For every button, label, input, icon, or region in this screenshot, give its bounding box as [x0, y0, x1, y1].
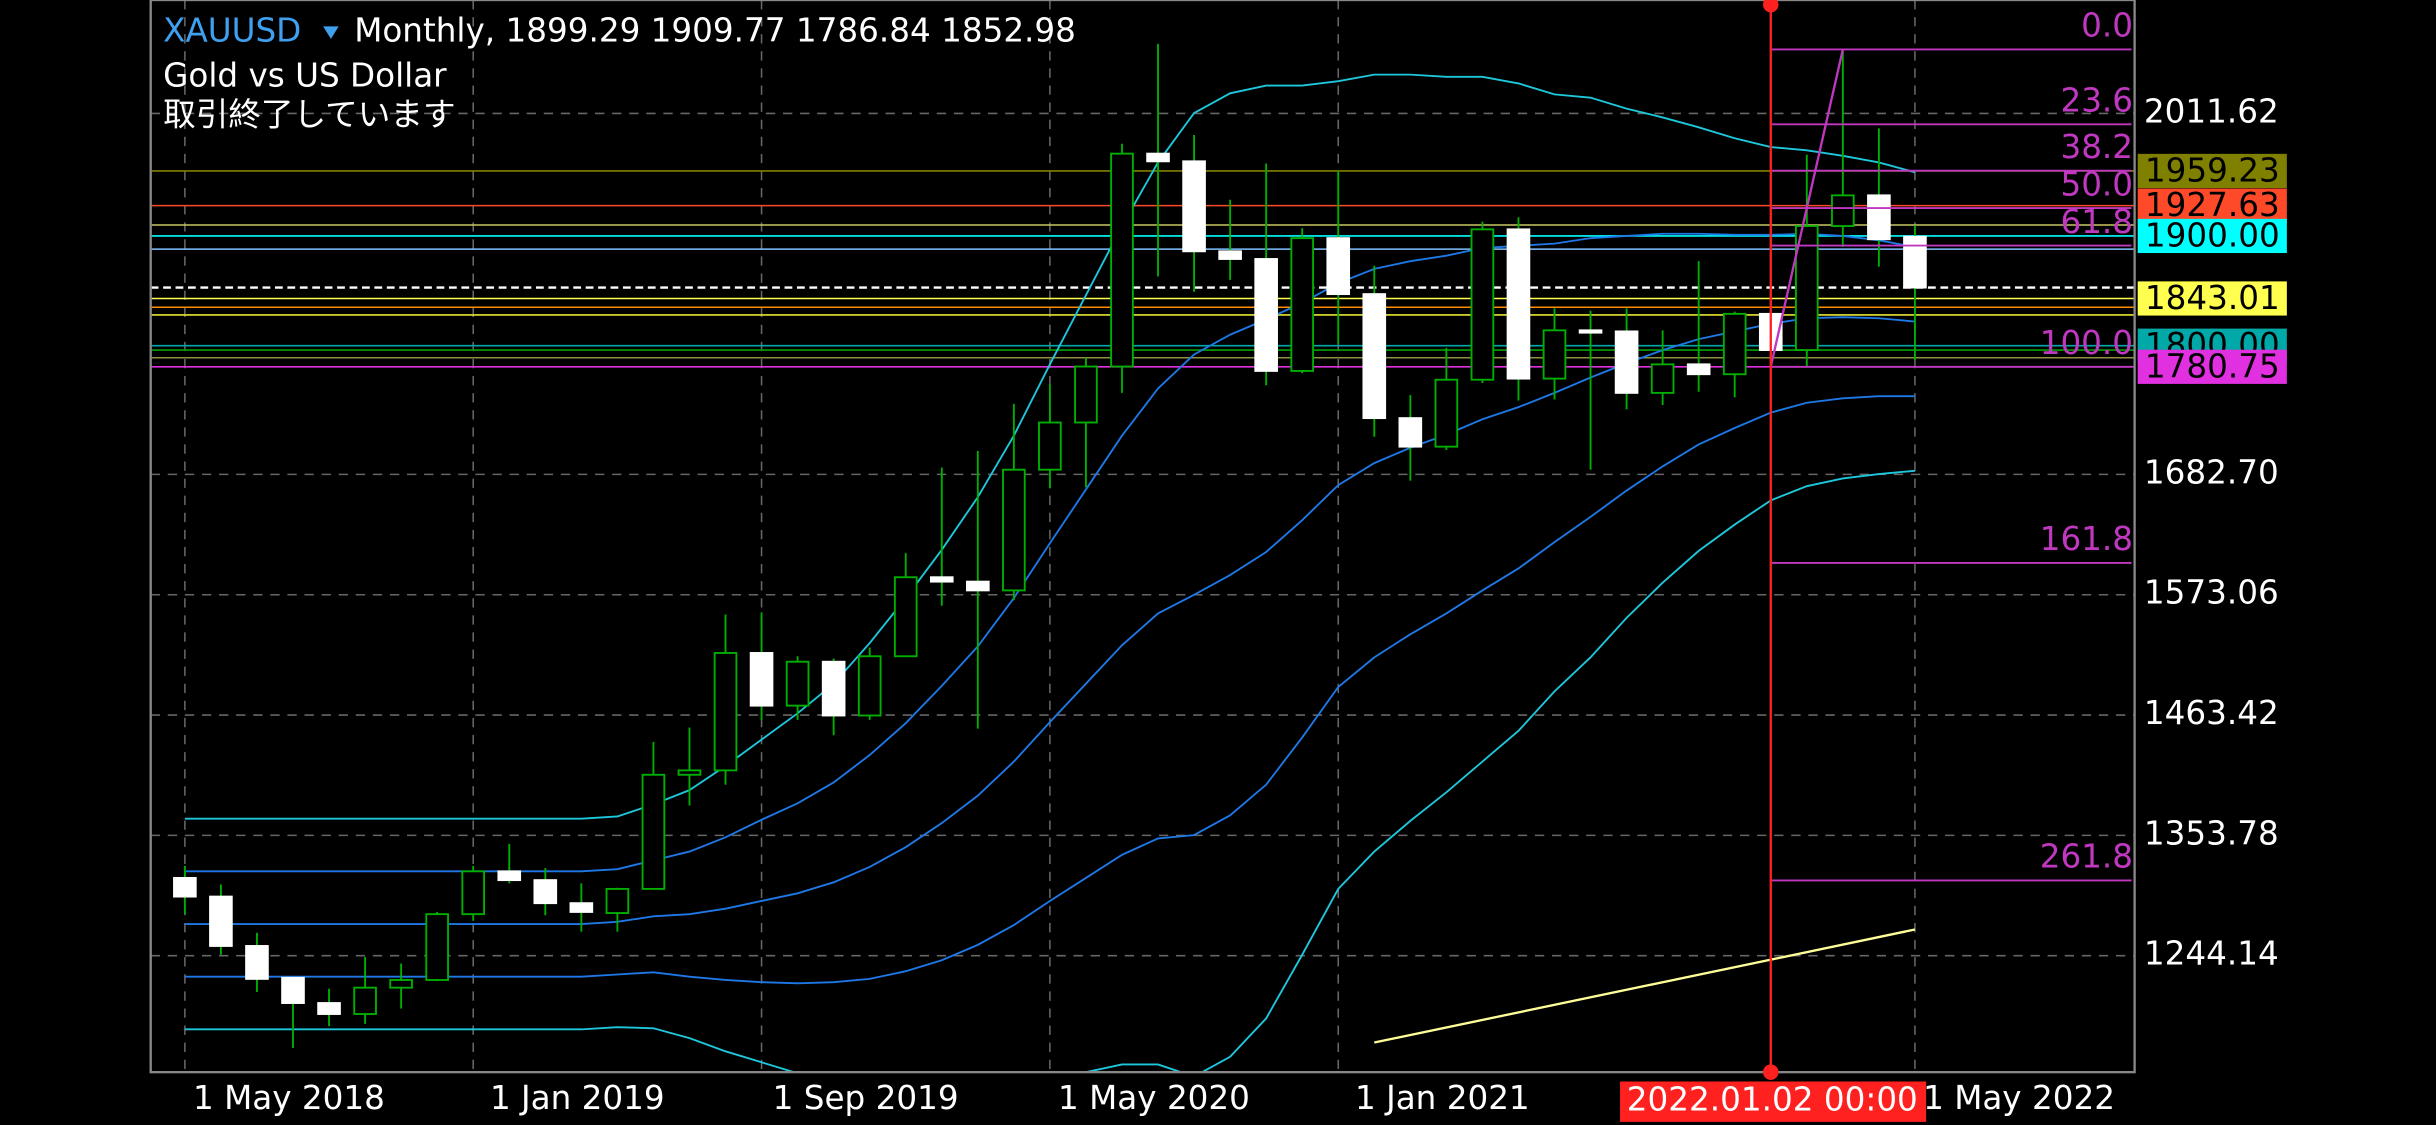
price-level-tag	[2137, 281, 2287, 316]
candle-body	[1650, 363, 1675, 394]
candle-body	[353, 986, 377, 1015]
candle-body	[1002, 468, 1026, 592]
candle-body	[641, 773, 666, 890]
candle-body	[1146, 152, 1170, 163]
plot-frame	[149, 0, 2136, 1074]
indicator-band	[184, 469, 1916, 1073]
fib-level-label: 50.0	[2060, 165, 2133, 203]
fib-level-label: 38.2	[2060, 128, 2133, 166]
x-tick-label: 1 Jan 2019	[490, 1079, 665, 1117]
plot-area: 0.0 23.6 38.250.061.8 100.0 161.8 261.8	[150, 0, 2135, 1073]
candle-body	[1686, 363, 1711, 376]
fib-level-label: 23.6	[2060, 82, 2133, 120]
candle-body	[1470, 228, 1495, 381]
candle-body	[713, 652, 738, 772]
y-tick-label: 2011.62	[2144, 92, 2279, 130]
candle-body	[749, 652, 774, 707]
candle-body	[893, 576, 918, 658]
y-tick-label: 1353.78	[2144, 814, 2279, 852]
trendline	[1374, 928, 1916, 1044]
y-tick-label: 1244.14	[2144, 935, 2279, 973]
candle-body	[1434, 378, 1459, 448]
candle-body	[1506, 228, 1531, 380]
candle-body	[461, 870, 486, 916]
candle-body	[425, 913, 449, 981]
candle-body	[1794, 225, 1819, 352]
candle-body	[1326, 237, 1351, 296]
candle-body	[1578, 329, 1603, 334]
y-tick-label: 1573.06	[2144, 574, 2279, 612]
candle-body	[245, 945, 269, 980]
candle-body	[1038, 421, 1062, 471]
candle-body	[1614, 330, 1639, 394]
candle-body	[1218, 250, 1242, 260]
fib-level-label: 161.8	[2040, 520, 2133, 558]
candle-body	[389, 979, 413, 989]
x-tick-label: 1 May 2020	[1058, 1079, 1250, 1117]
price-level-tag	[2137, 188, 2287, 223]
fib-level-label: 61.8	[2060, 203, 2133, 241]
price-level-label: 1927.63	[2145, 186, 2280, 224]
candle-body	[1110, 152, 1134, 368]
candle-body	[1398, 417, 1423, 448]
indicator-band	[184, 395, 1915, 985]
candle-body	[1903, 235, 1927, 289]
candle-body	[1867, 194, 1891, 241]
candle-body	[497, 870, 522, 882]
candle-body	[1362, 293, 1387, 420]
market-status: 取引終了しています	[163, 96, 455, 134]
description: Gold vs US Dollar	[163, 57, 447, 95]
candle-body	[1254, 258, 1278, 372]
price-level-tag	[2137, 218, 2287, 254]
cursor-handle	[1762, 0, 1779, 13]
price-level-label: 1959.23	[2145, 151, 2280, 189]
cursor-tag	[1620, 1081, 1927, 1122]
cursor-handle	[1762, 1064, 1779, 1080]
price-level-label: 1843.01	[2145, 279, 2280, 317]
fib-level-label: 261.8	[2040, 838, 2133, 876]
x-tick-label: 1 May 2022	[1923, 1079, 2115, 1117]
candle-body	[605, 887, 630, 914]
candle-body	[1074, 365, 1098, 424]
symbol[interactable]: XAUUSD	[163, 12, 301, 50]
price-level-tag	[2137, 153, 2287, 189]
axes: 2011.62 1682.70 1573.06 1463.42 1353.78 1244.…	[193, 92, 2287, 1117]
candle-body	[209, 895, 233, 947]
y-tick-label: 1682.70	[2144, 453, 2279, 491]
symbol-dropdown-icon[interactable]	[323, 26, 339, 39]
candle-body	[1831, 194, 1855, 227]
x-tick-label: 1 Sep 2019	[773, 1079, 959, 1117]
candle-body	[317, 1002, 341, 1015]
candle-body	[1722, 312, 1747, 376]
candle-body	[966, 580, 990, 592]
price-level-tag	[2137, 349, 2287, 384]
candle-body	[1542, 329, 1567, 380]
price-level-label: 1780.75	[2145, 347, 2280, 385]
fib-anchor-line	[1769, 49, 1844, 368]
candle-body	[821, 660, 846, 717]
candle-body	[1290, 237, 1315, 372]
candle-body	[929, 576, 954, 583]
candle-body	[281, 976, 305, 1004]
candle-body	[677, 769, 702, 776]
x-tick-label: 1 Jan 2021	[1355, 1079, 1530, 1117]
price-level-label: 1900.00	[2145, 216, 2280, 254]
fib-level-label: 100.0	[2040, 324, 2133, 362]
candle-body	[569, 902, 594, 913]
indicator-band	[184, 73, 1916, 820]
candle-body	[1182, 160, 1206, 253]
candle-body	[857, 655, 882, 717]
candle-body	[785, 660, 810, 707]
x-tick-label: 1 May 2018	[193, 1079, 385, 1117]
candle-body	[173, 876, 197, 898]
candle-body	[533, 879, 558, 905]
fib-level-label: 0.0	[2081, 7, 2133, 45]
chart-title: Monthly, 1899.29 1909.77 1786.84 1852.98	[354, 12, 1076, 50]
y-tick-label: 1463.42	[2144, 694, 2279, 732]
cursor-label: 2022.01.02 00:00	[1627, 1081, 1918, 1119]
